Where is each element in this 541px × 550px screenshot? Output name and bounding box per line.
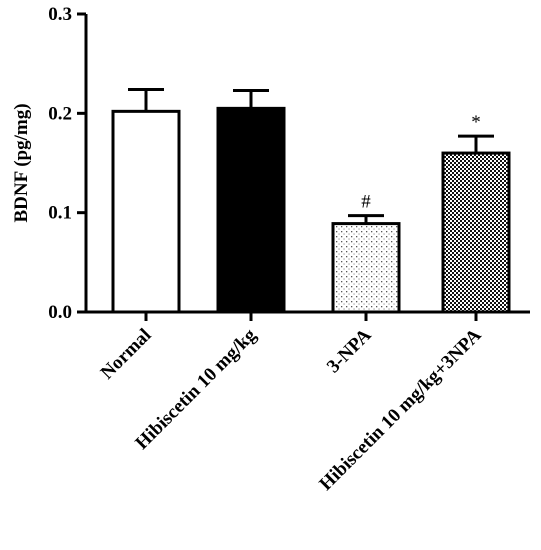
bar-1: [216, 106, 286, 314]
bar-2: [331, 222, 401, 314]
y-tick-label: 0.2: [48, 103, 72, 124]
significance-marker: *: [471, 112, 481, 133]
significance-marker: #: [361, 192, 371, 213]
bars: [111, 87, 511, 314]
x-category-label: 3-NPA: [323, 324, 376, 377]
y-tick-label: 0.0: [48, 302, 72, 323]
bar-3: [441, 151, 511, 314]
bar-0: [111, 109, 181, 314]
y-tick-label: 0.1: [48, 203, 72, 224]
y-axis-title: BDNF (pg/mg): [11, 103, 32, 222]
x-category-label: Normal: [97, 325, 156, 384]
y-tick-label: 0.3: [48, 4, 72, 25]
